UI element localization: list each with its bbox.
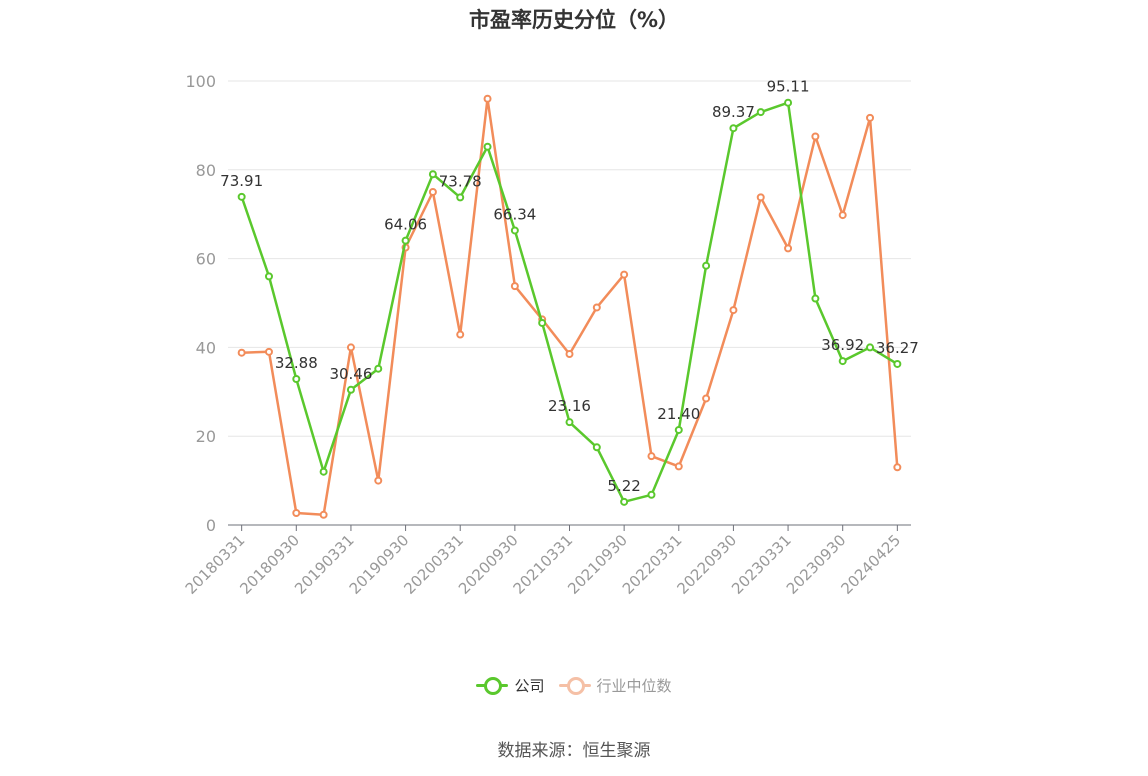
y-tick-label: 100 bbox=[185, 72, 216, 91]
source-note: 数据来源：恒生聚源 bbox=[497, 741, 651, 761]
data-point bbox=[702, 261, 711, 270]
data-label: 23.16 bbox=[548, 397, 591, 415]
data-label: 32.88 bbox=[275, 354, 318, 372]
y-tick-label: 0 bbox=[206, 516, 216, 535]
legend: 公司 行业中位数 bbox=[0, 672, 1148, 698]
data-point bbox=[237, 192, 246, 201]
data-point bbox=[538, 318, 547, 327]
data-point bbox=[510, 226, 519, 235]
chart-title: 市盈率历史分位（%） bbox=[468, 8, 680, 32]
legend-label-industry-median: 行业中位数 bbox=[596, 676, 672, 695]
data-label: 95.11 bbox=[767, 78, 810, 96]
series-1 bbox=[237, 94, 902, 519]
series-0: 73.91 32.88 30.46 64.06 73.78 66.34 23.16 5.22 2… bbox=[220, 78, 919, 506]
data-label: 5.22 bbox=[607, 477, 640, 495]
data-point bbox=[729, 124, 738, 133]
data-label: 89.37 bbox=[712, 103, 755, 121]
data-point bbox=[346, 385, 355, 394]
data-point bbox=[784, 98, 793, 107]
data-point bbox=[647, 452, 656, 461]
data-point bbox=[374, 476, 383, 485]
data-point bbox=[292, 375, 301, 384]
data-point bbox=[264, 347, 273, 356]
legend-label-company: 公司 bbox=[514, 676, 545, 695]
data-point bbox=[237, 348, 246, 357]
data-point bbox=[428, 170, 437, 179]
data-point bbox=[784, 244, 793, 253]
data-point bbox=[838, 211, 847, 220]
data-label: 73.91 bbox=[220, 172, 263, 190]
data-point bbox=[319, 510, 328, 519]
data-point bbox=[674, 462, 683, 471]
x-tick-label: 20240425 bbox=[837, 531, 904, 598]
data-point bbox=[893, 359, 902, 368]
data-label: 66.34 bbox=[493, 205, 536, 223]
data-point bbox=[456, 193, 465, 202]
data-point bbox=[264, 272, 273, 281]
y-tick-label: 80 bbox=[196, 161, 216, 180]
data-point bbox=[565, 418, 574, 427]
data-point bbox=[811, 294, 820, 303]
series-line bbox=[241, 97, 899, 517]
data-point bbox=[702, 394, 711, 403]
data-point bbox=[456, 330, 465, 339]
data-point bbox=[565, 350, 574, 359]
data-point bbox=[346, 343, 355, 352]
data-label: 73.78 bbox=[439, 172, 482, 190]
data-point bbox=[620, 270, 629, 279]
data-point bbox=[483, 94, 492, 103]
data-point bbox=[374, 364, 383, 373]
data-point bbox=[483, 142, 492, 151]
data-point bbox=[428, 188, 437, 196]
data-point bbox=[592, 303, 601, 312]
data-label: 64.06 bbox=[384, 216, 427, 234]
data-point bbox=[319, 467, 328, 476]
y-tick-label: 40 bbox=[196, 338, 216, 357]
data-point bbox=[647, 490, 656, 499]
data-point bbox=[292, 509, 301, 518]
data-point bbox=[866, 113, 875, 122]
legend-line-icon bbox=[476, 675, 509, 695]
data-point bbox=[620, 497, 629, 506]
data-label: 36.92 bbox=[821, 336, 864, 354]
data-point bbox=[756, 193, 765, 202]
legend-item-industry-median[interactable]: 行业中位数 bbox=[558, 675, 672, 696]
data-point bbox=[510, 282, 519, 291]
legend-item-company[interactable]: 公司 bbox=[476, 675, 545, 696]
data-point bbox=[838, 357, 847, 366]
series-line bbox=[240, 101, 898, 504]
y-tick-label: 20 bbox=[196, 427, 216, 446]
data-label: 30.46 bbox=[329, 365, 372, 383]
data-point bbox=[893, 463, 902, 472]
data-point bbox=[866, 343, 875, 352]
data-point bbox=[729, 306, 738, 315]
data-point bbox=[811, 132, 820, 141]
data-label: 21.40 bbox=[657, 405, 700, 423]
data-point bbox=[674, 425, 683, 434]
data-point bbox=[592, 443, 601, 452]
legend-line-icon bbox=[558, 675, 591, 695]
y-tick-label: 60 bbox=[196, 250, 216, 269]
data-point bbox=[756, 108, 765, 117]
data-label: 36.27 bbox=[876, 339, 919, 357]
data-point bbox=[401, 236, 410, 245]
